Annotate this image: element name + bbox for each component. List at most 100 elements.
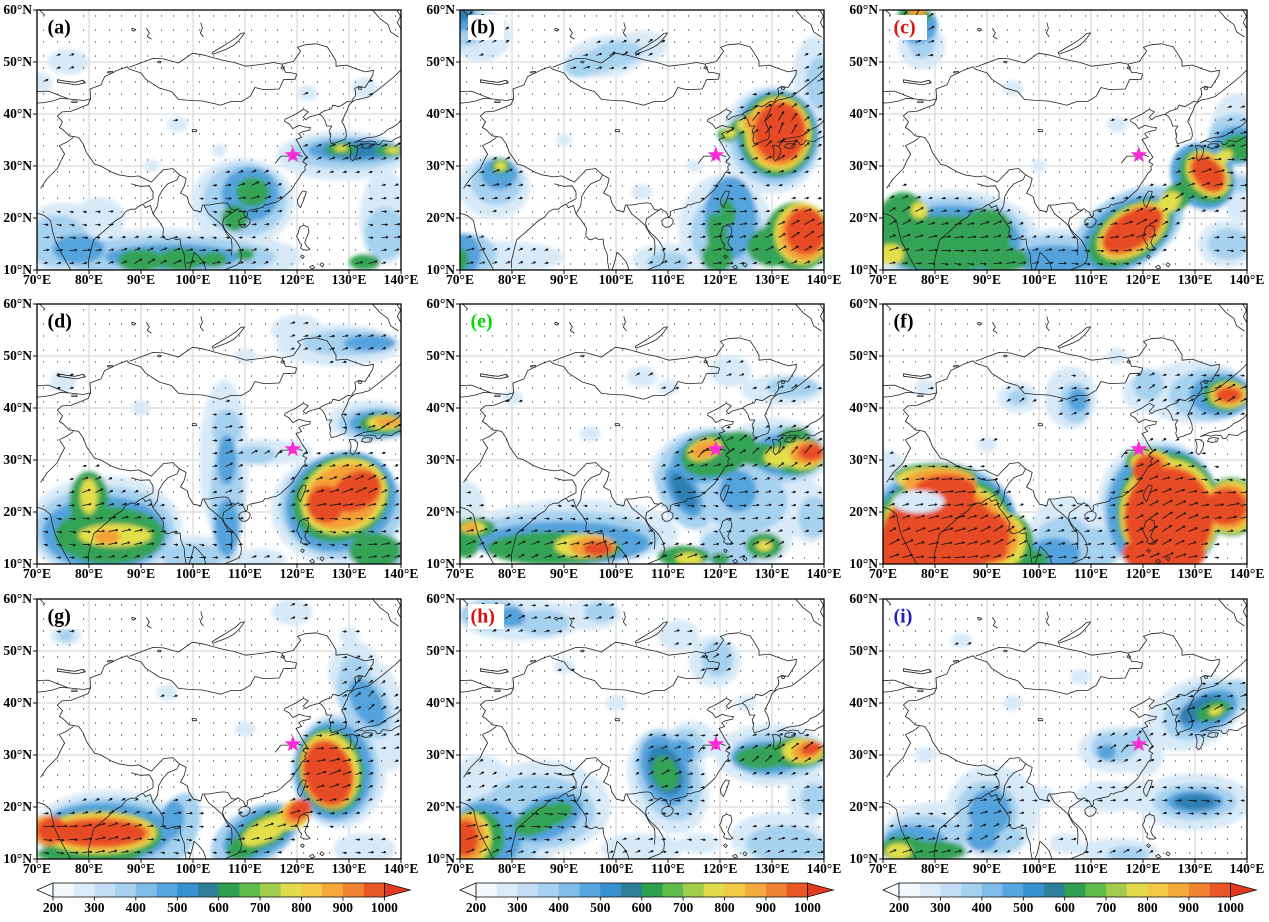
svg-text:140°E: 140°E — [1230, 861, 1265, 876]
svg-text:120°E: 120°E — [703, 272, 738, 287]
svg-text:80°E: 80°E — [921, 272, 949, 287]
svg-text:800: 800 — [714, 900, 735, 915]
svg-text:110°E: 110°E — [651, 861, 685, 876]
svg-text:110°E: 110°E — [228, 861, 262, 876]
svg-text:70°E: 70°E — [23, 272, 51, 287]
svg-text:80°E: 80°E — [498, 272, 526, 287]
svg-text:120°E: 120°E — [280, 861, 315, 876]
svg-text:90°E: 90°E — [127, 566, 155, 581]
svg-text:60°N: 60°N — [849, 591, 878, 606]
svg-text:300: 300 — [507, 900, 528, 915]
svg-text:130°E: 130°E — [332, 861, 367, 876]
svg-text:20°N: 20°N — [849, 504, 878, 519]
svg-text:110°E: 110°E — [228, 272, 262, 287]
svg-text:90°E: 90°E — [550, 566, 578, 581]
svg-text:20°N: 20°N — [426, 210, 455, 225]
svg-text:400: 400 — [126, 900, 147, 915]
svg-text:70°E: 70°E — [869, 861, 897, 876]
svg-text:50°N: 50°N — [3, 348, 32, 363]
svg-text:140°E: 140°E — [807, 272, 842, 287]
svg-text:130°E: 130°E — [1178, 566, 1213, 581]
svg-text:200: 200 — [43, 900, 64, 915]
svg-text:130°E: 130°E — [755, 861, 790, 876]
svg-text:60°N: 60°N — [3, 591, 32, 606]
svg-text:80°E: 80°E — [498, 861, 526, 876]
svg-text:20°N: 20°N — [426, 799, 455, 814]
svg-text:1000: 1000 — [371, 900, 398, 915]
svg-text:40°N: 40°N — [849, 106, 878, 121]
svg-text:110°E: 110°E — [1074, 272, 1108, 287]
svg-text:(a): (a) — [48, 17, 71, 39]
svg-text:700: 700 — [250, 900, 271, 915]
svg-text:90°E: 90°E — [550, 861, 578, 876]
svg-text:90°E: 90°E — [127, 272, 155, 287]
svg-text:600: 600 — [1055, 900, 1076, 915]
svg-text:140°E: 140°E — [384, 861, 419, 876]
svg-text:140°E: 140°E — [1230, 272, 1265, 287]
svg-text:130°E: 130°E — [755, 566, 790, 581]
svg-text:10°N: 10°N — [426, 556, 455, 571]
svg-text:40°N: 40°N — [3, 695, 32, 710]
svg-text:30°N: 30°N — [849, 452, 878, 467]
svg-text:110°E: 110°E — [1074, 566, 1108, 581]
svg-text:90°E: 90°E — [127, 861, 155, 876]
svg-text:120°E: 120°E — [1126, 566, 1161, 581]
svg-text:10°N: 10°N — [849, 851, 878, 866]
svg-text:100°E: 100°E — [176, 566, 211, 581]
svg-text:120°E: 120°E — [703, 861, 738, 876]
svg-text:(d): (d) — [48, 311, 72, 333]
svg-text:80°E: 80°E — [75, 566, 103, 581]
svg-text:600: 600 — [209, 900, 230, 915]
svg-text:100°E: 100°E — [599, 272, 634, 287]
svg-text:90°E: 90°E — [973, 861, 1001, 876]
svg-text:1000: 1000 — [794, 900, 821, 915]
svg-text:100°E: 100°E — [176, 861, 211, 876]
svg-text:30°N: 30°N — [426, 747, 455, 762]
svg-text:110°E: 110°E — [651, 272, 685, 287]
svg-text:20°N: 20°N — [426, 504, 455, 519]
svg-text:90°E: 90°E — [550, 272, 578, 287]
svg-text:40°N: 40°N — [849, 400, 878, 415]
svg-text:70°E: 70°E — [446, 272, 474, 287]
svg-text:50°N: 50°N — [426, 54, 455, 69]
svg-text:30°N: 30°N — [3, 747, 32, 762]
svg-text:100°E: 100°E — [599, 861, 634, 876]
svg-text:140°E: 140°E — [384, 272, 419, 287]
svg-text:90°E: 90°E — [973, 272, 1001, 287]
svg-text:50°N: 50°N — [426, 643, 455, 658]
svg-text:500: 500 — [167, 900, 188, 915]
svg-text:10°N: 10°N — [3, 556, 32, 571]
svg-text:300: 300 — [84, 900, 105, 915]
svg-text:140°E: 140°E — [1230, 566, 1265, 581]
svg-text:70°E: 70°E — [869, 566, 897, 581]
svg-text:140°E: 140°E — [807, 566, 842, 581]
svg-text:700: 700 — [1096, 900, 1117, 915]
svg-text:400: 400 — [549, 900, 570, 915]
svg-text:120°E: 120°E — [703, 566, 738, 581]
svg-text:50°N: 50°N — [3, 54, 32, 69]
svg-text:30°N: 30°N — [3, 452, 32, 467]
svg-text:10°N: 10°N — [849, 262, 878, 277]
svg-text:(c): (c) — [894, 17, 916, 39]
svg-text:200: 200 — [889, 900, 910, 915]
svg-text:800: 800 — [291, 900, 312, 915]
svg-text:130°E: 130°E — [332, 272, 367, 287]
svg-text:140°E: 140°E — [384, 566, 419, 581]
svg-text:10°N: 10°N — [426, 262, 455, 277]
svg-text:100°E: 100°E — [176, 272, 211, 287]
svg-text:80°E: 80°E — [921, 566, 949, 581]
svg-text:120°E: 120°E — [1126, 272, 1161, 287]
svg-text:800: 800 — [1137, 900, 1158, 915]
svg-text:20°N: 20°N — [3, 504, 32, 519]
svg-text:60°N: 60°N — [426, 2, 455, 17]
svg-text:130°E: 130°E — [755, 272, 790, 287]
svg-text:100°E: 100°E — [1022, 861, 1057, 876]
svg-text:700: 700 — [673, 900, 694, 915]
svg-text:(f): (f) — [894, 311, 914, 333]
svg-text:80°E: 80°E — [498, 566, 526, 581]
svg-text:30°N: 30°N — [3, 158, 32, 173]
svg-text:30°N: 30°N — [426, 452, 455, 467]
svg-text:110°E: 110°E — [1074, 861, 1108, 876]
svg-text:900: 900 — [756, 900, 777, 915]
svg-text:60°N: 60°N — [3, 2, 32, 17]
